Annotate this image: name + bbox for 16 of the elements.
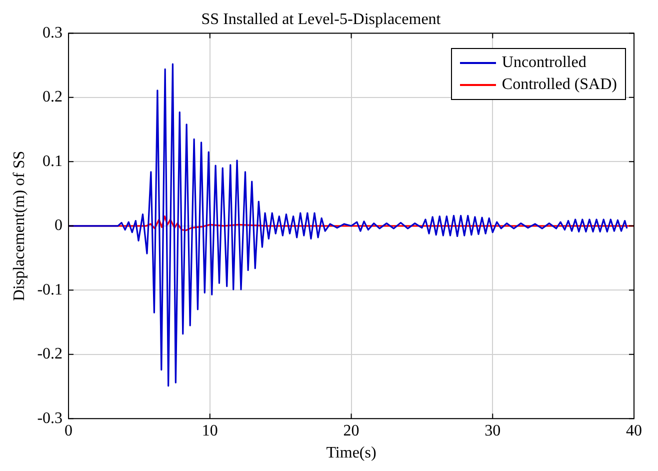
y-tick-label: -0.3	[37, 410, 63, 427]
y-tick-label: 0.2	[42, 88, 63, 106]
y-tick-label: 0	[54, 217, 63, 234]
y-axis-title: Displacement(m) of SS	[10, 150, 28, 301]
y-tick-label: 0.3	[42, 24, 63, 42]
legend-label: Uncontrolled	[502, 53, 586, 73]
x-tick-label: 30	[484, 422, 501, 440]
y-tick-label: 0.1	[42, 152, 63, 170]
x-tick-label: 40	[626, 422, 642, 440]
legend-label: Controlled (SAD)	[502, 75, 617, 95]
x-tick-label: 20	[343, 422, 360, 440]
y-tick-label: -0.1	[37, 281, 63, 298]
x-axis-title: Time(s)	[326, 444, 376, 462]
chart-title: SS Installed at Level-5-Displacement	[201, 10, 442, 28]
y-tick-label: -0.2	[37, 346, 63, 363]
x-tick-label: 10	[202, 422, 218, 440]
